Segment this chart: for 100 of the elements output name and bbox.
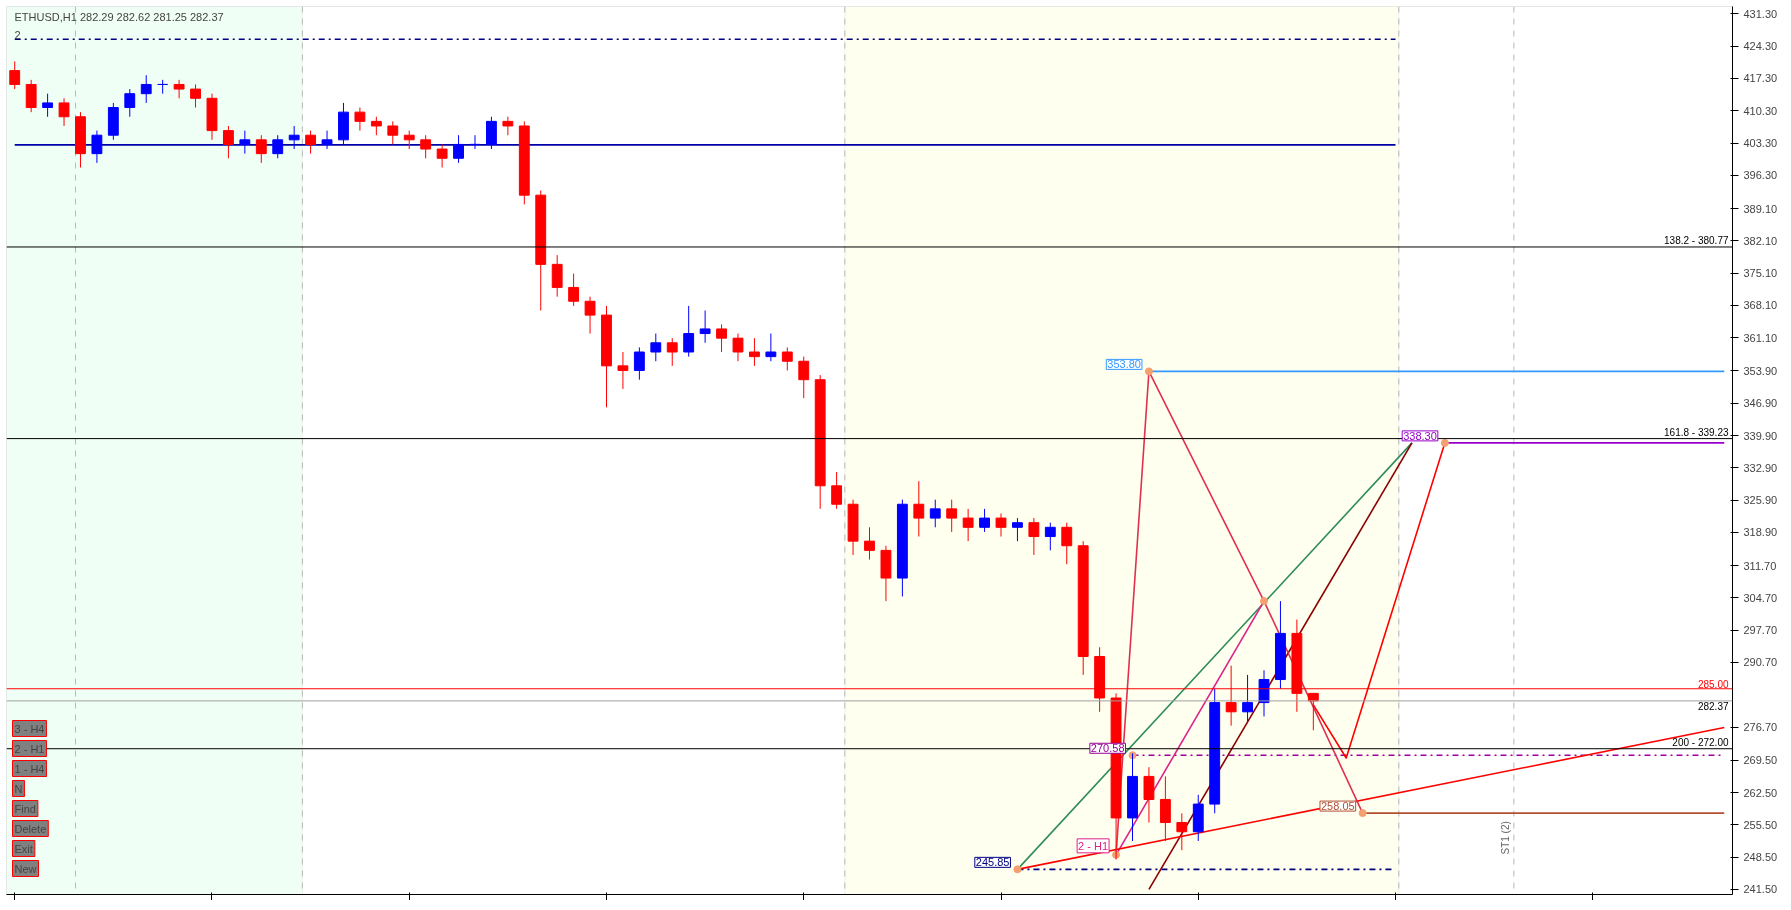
candlestick <box>370 116 382 136</box>
candlestick <box>354 107 366 132</box>
series-label: 258.05 <box>1321 800 1355 813</box>
text: 2 <box>14 28 21 41</box>
candlestick <box>1012 517 1023 542</box>
y-tick-label: 353.90 <box>1743 364 1778 377</box>
candlestick <box>831 471 843 510</box>
candlestick <box>732 333 744 362</box>
annotation: 1 - H4 <box>14 762 45 775</box>
candlestick <box>222 125 234 159</box>
y-tick-label: 431.30 <box>1743 7 1778 20</box>
point <box>1144 367 1153 376</box>
annotation: 3 - H4 <box>14 722 45 735</box>
candlestick <box>617 351 629 390</box>
candlestick <box>255 134 267 164</box>
point <box>1260 597 1269 606</box>
candlestick <box>453 134 464 164</box>
y-tick-label: 276.70 <box>1743 721 1778 734</box>
candlestick <box>946 499 958 533</box>
candlestick <box>683 305 695 358</box>
candlestick <box>157 79 169 95</box>
candlestick <box>436 143 448 168</box>
candlestick <box>1159 775 1171 842</box>
candlestick <box>239 130 251 155</box>
point <box>1013 865 1022 874</box>
candlestick <box>91 130 103 164</box>
candlestick <box>124 88 136 118</box>
annotation: Find <box>14 802 36 815</box>
candlestick <box>9 60 21 90</box>
y-tick-label: 389.10 <box>1743 202 1778 215</box>
y-tick-label: 262.50 <box>1743 786 1778 799</box>
y-tick-label: 396.30 <box>1743 169 1778 182</box>
candlestick <box>25 79 37 113</box>
candlestick <box>584 296 596 335</box>
y-tick-label: 368.10 <box>1743 299 1778 312</box>
candlestick <box>864 526 875 561</box>
candlestick <box>1028 517 1040 556</box>
candlestick <box>979 508 990 533</box>
candlestick <box>1061 522 1073 565</box>
series-label: 338.30 <box>1403 429 1437 442</box>
candlestick <box>190 83 201 109</box>
y-tick-label: 290.70 <box>1743 656 1778 669</box>
candlestick <box>387 120 399 145</box>
y-tick-label: 375.10 <box>1743 267 1778 280</box>
candlestick <box>798 356 810 399</box>
candlestick <box>420 134 432 159</box>
annotation: New <box>14 862 37 875</box>
y-tick-label: 311.70 <box>1743 559 1777 572</box>
candlestick <box>173 79 185 99</box>
y-tick-label: 382.10 <box>1743 234 1778 247</box>
point <box>1358 809 1367 818</box>
candlestick <box>1143 766 1155 824</box>
y-tick-label: 318.90 <box>1743 526 1778 539</box>
candlestick <box>140 74 152 104</box>
candlestick <box>913 480 925 538</box>
ref-line-label: 282.37 <box>1697 700 1729 712</box>
candlestick <box>58 97 70 127</box>
point <box>1440 438 1449 447</box>
y-tick-label: 325.90 <box>1743 494 1778 507</box>
annotation: 200 - 272.00 <box>1672 736 1729 748</box>
candlestick <box>568 273 580 307</box>
candlestick <box>929 499 941 528</box>
candlestick <box>551 254 563 298</box>
y-tick-label: 269.50 <box>1743 754 1778 767</box>
annotation: N <box>14 782 23 795</box>
annotation: 161.8 - 339.23 <box>1664 426 1729 438</box>
candlestick <box>403 130 415 150</box>
candlestick <box>749 337 760 367</box>
y-tick-label: 346.90 <box>1743 397 1778 410</box>
candlestick <box>716 323 727 353</box>
candlestick <box>502 116 514 136</box>
y-tick-label: 304.70 <box>1743 591 1778 604</box>
y-tick-label: 339.90 <box>1743 429 1778 442</box>
series-label: 2 - H1 <box>1078 839 1109 852</box>
candlestick <box>1044 522 1056 551</box>
candlestick <box>765 333 777 362</box>
candlestick <box>485 116 497 150</box>
candlestick <box>650 333 662 362</box>
y-tick-label: 424.30 <box>1743 40 1778 53</box>
candlestick <box>469 134 481 150</box>
candlestick <box>633 346 645 381</box>
y-tick-label: 241.50 <box>1743 883 1778 896</box>
y-tick-label: 248.50 <box>1743 851 1778 864</box>
candlestick <box>995 512 1007 538</box>
candlestick <box>42 93 54 118</box>
ref-line-label: 285.00 <box>1697 678 1729 690</box>
annotation: Delete <box>14 822 47 835</box>
annotation: 138.2 - 380.77 <box>1664 234 1729 246</box>
candlestick <box>272 134 284 159</box>
annotation: ST1 (2) <box>1499 821 1511 855</box>
annotation: Exit <box>14 842 33 855</box>
annotation: 2 - H1 <box>14 742 45 755</box>
candlestick <box>962 508 974 542</box>
candlestick <box>699 310 711 344</box>
candlestick <box>321 130 333 150</box>
series-label: 245.85 <box>975 856 1010 869</box>
series-label: 270.58 <box>1090 742 1125 755</box>
candlestick <box>1242 674 1254 722</box>
y-tick-label: 297.70 <box>1743 624 1778 637</box>
y-tick-label: 361.10 <box>1743 331 1778 344</box>
